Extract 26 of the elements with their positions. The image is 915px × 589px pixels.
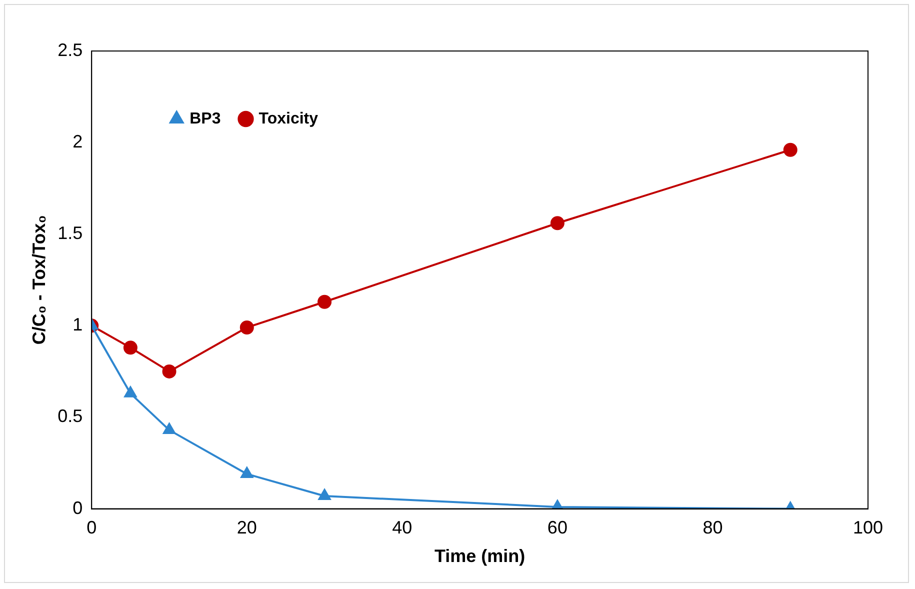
point <box>162 364 176 378</box>
y-axis-title: C/C₀ - Tox/Tox₀ <box>28 215 49 345</box>
y-tick-label: 0 <box>72 498 83 518</box>
point <box>318 294 332 309</box>
point <box>783 142 798 157</box>
point <box>124 386 137 398</box>
y-tick-label: 0.5 <box>58 406 83 426</box>
point <box>123 340 138 355</box>
point <box>240 320 254 335</box>
x-tick-label: 80 <box>702 518 723 538</box>
x-tick-label: 20 <box>236 518 257 538</box>
y-tick-label: 2.5 <box>58 40 83 60</box>
x-tick-label: 60 <box>547 518 568 538</box>
legend-label: Toxicity <box>258 110 318 128</box>
y-tick-label: 1.5 <box>58 223 83 244</box>
x-axis-title: Time (min) <box>434 546 526 566</box>
point <box>163 423 176 434</box>
point <box>240 467 254 478</box>
x-tick-label: 0 <box>86 518 97 538</box>
x-tick-label: 40 <box>392 518 412 538</box>
y-tick-label: 1 <box>72 314 83 335</box>
y-tick-label: 2 <box>72 132 83 152</box>
legend-label: BP3 <box>190 110 221 128</box>
x-tick-label: 100 <box>852 518 884 538</box>
point <box>550 216 564 230</box>
point <box>318 488 331 500</box>
